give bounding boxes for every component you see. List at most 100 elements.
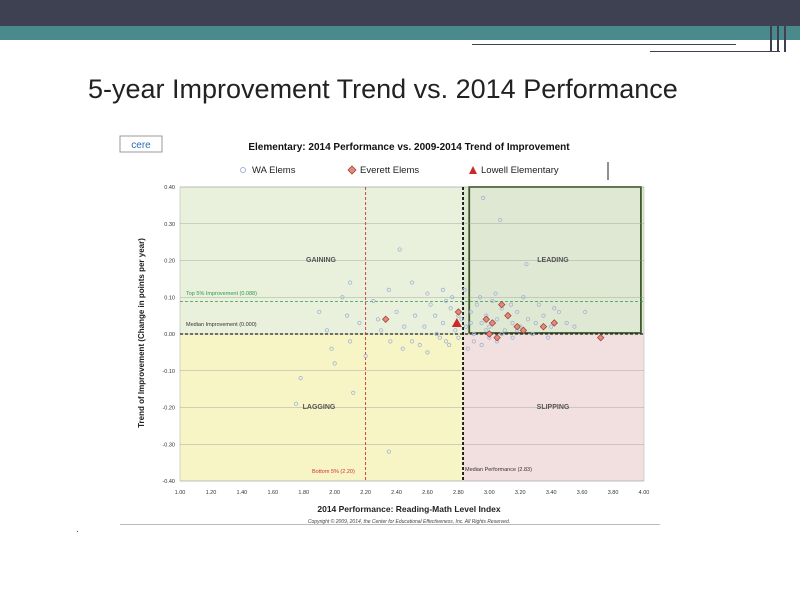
wa-elem-point: [510, 335, 515, 340]
header-rule: [472, 44, 736, 45]
x-tick-label: 3.40: [546, 490, 557, 496]
everett-elem-point: [488, 319, 497, 327]
y-axis-title: Trend of Improvement (Change in points p…: [137, 238, 146, 428]
wa-elem-point: [468, 309, 473, 315]
everett-elem-point: [482, 315, 490, 323]
wa-elem-point: [572, 324, 577, 329]
slide-title: 5-year Improvement Trend vs. 2014 Perfor…: [88, 74, 678, 104]
y-tick-label: -0.20: [162, 406, 175, 412]
header-divider-line: [784, 0, 786, 52]
wa-elem-point: [375, 317, 381, 322]
wa-elem-point: [464, 324, 469, 329]
everett-elem-point: [513, 322, 521, 331]
legend-label-everett: Everett Elems: [360, 165, 419, 176]
wa-elem-point: [348, 280, 353, 285]
wa-elem-point: [371, 298, 376, 304]
wa-elem-point: [428, 302, 433, 307]
wa-elem-point: [508, 302, 514, 307]
wa-elem-point: [317, 309, 322, 315]
quadrant-label-slipping: SLIPPING: [537, 404, 570, 411]
wa-elem-point: [525, 317, 531, 322]
wa-elem-point: [434, 331, 439, 337]
wa-elem-point: [530, 331, 535, 337]
legend-wa-marker: [240, 167, 246, 173]
wa-elem-point: [471, 331, 476, 337]
wa-elem-point: [386, 287, 391, 292]
x-tick-label: 2.40: [391, 490, 402, 496]
legend-lowell-marker: [469, 166, 477, 174]
wa-elem-point: [564, 320, 569, 326]
wa-elem-point: [437, 335, 442, 340]
header-accent-bar: [0, 26, 800, 40]
y-tick-label: 0.10: [164, 295, 175, 301]
y-tick-label: 0.30: [164, 222, 175, 228]
x-axis-title: 2014 Performance: Reading-Math Level Ind…: [317, 504, 501, 514]
x-tick-label: 2.00: [329, 490, 340, 496]
top5-label: Top 5% Improvement (0.088): [186, 291, 257, 297]
everett-elem-point: [485, 330, 494, 338]
x-tick-label: 1.00: [175, 490, 186, 496]
everett-elem-point: [382, 315, 390, 323]
median-improvement-label: Median Improvement (0.000): [186, 322, 257, 328]
wa-elem-point: [479, 320, 484, 326]
wa-elem-point: [484, 328, 489, 333]
x-tick-label: 2.60: [422, 490, 433, 496]
wa-elem-point: [425, 350, 430, 355]
legend-label-lowell: Lowell Elementary: [481, 165, 559, 176]
wa-elem-point: [481, 195, 486, 201]
wa-elem-point: [400, 346, 405, 351]
wa-elem-point: [546, 335, 551, 340]
wa-elem-point: [479, 342, 484, 348]
header-divider-line: [777, 0, 779, 52]
everett-elem-point: [493, 333, 501, 342]
wa-elem-point: [456, 335, 461, 340]
wa-elem-point: [490, 298, 495, 304]
wa-elem-point: [443, 298, 449, 304]
x-tick-label: 1.40: [237, 490, 248, 496]
wa-elem-point: [425, 291, 430, 296]
quadrant-label-lagging: LAGGING: [303, 404, 336, 411]
wa-elem-point: [556, 309, 562, 315]
wa-elem-point: [344, 313, 350, 318]
wa-elem-point: [332, 361, 337, 366]
y-tick-label: -0.10: [162, 369, 175, 375]
wa-elem-point: [443, 339, 449, 344]
wa-elem-point: [409, 280, 415, 285]
quadrant-label-leading: LEADING: [537, 257, 569, 264]
chart-title: Elementary: 2014 Performance vs. 2009-20…: [248, 142, 570, 153]
legend-label-wa: WA Elems: [252, 165, 296, 176]
wa-elem-point: [340, 295, 345, 300]
wa-elem-point: [433, 313, 438, 318]
wa-elem-point: [487, 324, 492, 329]
everett-elem-point: [498, 300, 506, 309]
wa-elem-point: [521, 295, 526, 300]
wa-elem-point: [493, 291, 498, 296]
wa-elem-point: [583, 309, 588, 315]
lowell-elementary-point: [451, 317, 462, 327]
y-tick-label: -0.40: [162, 479, 175, 485]
wa-elem-point: [409, 339, 415, 344]
cere-logo: [119, 135, 163, 153]
wa-elem-point: [394, 309, 399, 315]
wa-elem-point: [515, 309, 520, 315]
bottom5-label: Bottom 5% (2.20): [312, 469, 355, 475]
header-bar: [0, 0, 800, 26]
wa-elem-point: [363, 353, 368, 359]
wa-elem-point: [494, 317, 500, 322]
wa-elem-point: [293, 401, 299, 406]
wa-elem-point: [402, 324, 407, 329]
x-tick-label: 2.80: [453, 490, 464, 496]
wa-elem-point: [498, 217, 503, 223]
wa-elem-point: [502, 328, 507, 333]
wa-elem-point: [474, 302, 480, 307]
wa-elem-point: [440, 287, 446, 292]
wa-elem-point: [440, 320, 446, 326]
y-tick-label: -0.30: [162, 442, 175, 448]
wa-elem-point: [422, 324, 427, 329]
wa-elem-point: [453, 328, 458, 333]
wa-elem-point: [524, 262, 529, 267]
y-tick-label: 0.40: [164, 185, 175, 191]
wa-elem-point: [450, 295, 455, 300]
wa-elem-point: [541, 313, 546, 318]
wa-elem-point: [448, 306, 453, 311]
